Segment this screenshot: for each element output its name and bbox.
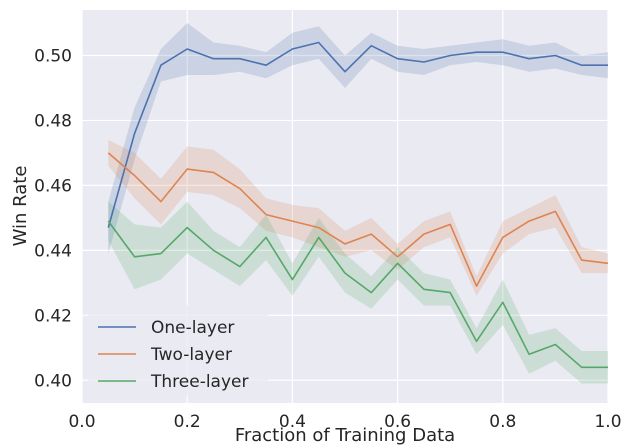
one-layer-line xyxy=(107,41,608,228)
y-tick-label: 0.44 xyxy=(34,241,72,261)
x-tick-label: 0.4 xyxy=(279,412,306,432)
x-tick-label: 0.6 xyxy=(384,412,411,432)
legend-label: Three-layer xyxy=(150,372,248,392)
y-tick-label: 0.46 xyxy=(34,176,72,196)
two-layer-confidence-band xyxy=(108,139,609,296)
legend-label: Two-layer xyxy=(150,345,232,365)
two-layer-line xyxy=(107,152,609,287)
x-tick-label: 1.0 xyxy=(594,412,621,432)
confidence-bands xyxy=(108,23,609,384)
y-tick-labels: 0.40 0.42 0.44 0.46 0.48 0.50 xyxy=(34,46,72,391)
series-lines xyxy=(107,41,609,369)
x-tick-label: 0.8 xyxy=(489,412,516,432)
y-tick-label: 0.42 xyxy=(34,306,72,326)
legend: One-layer Two-layer Three-layer xyxy=(88,305,268,396)
legend-label: One-layer xyxy=(151,318,234,338)
y-axis-label: Win Rate xyxy=(10,166,31,247)
x-tick-labels: 0.0 0.2 0.4 0.6 0.8 1.0 xyxy=(68,412,621,432)
three-layer-confidence-band xyxy=(108,201,609,384)
x-axis-label: Fraction of Training Data xyxy=(235,425,455,445)
y-tick-label: 0.48 xyxy=(34,111,72,131)
one-layer-confidence-band xyxy=(108,23,609,254)
x-tick-label: 0.0 xyxy=(68,412,95,432)
y-tick-label: 0.40 xyxy=(34,371,72,391)
y-tick-label: 0.50 xyxy=(34,46,72,66)
x-tick-label: 0.2 xyxy=(174,412,201,432)
three-layer-line xyxy=(107,220,608,369)
